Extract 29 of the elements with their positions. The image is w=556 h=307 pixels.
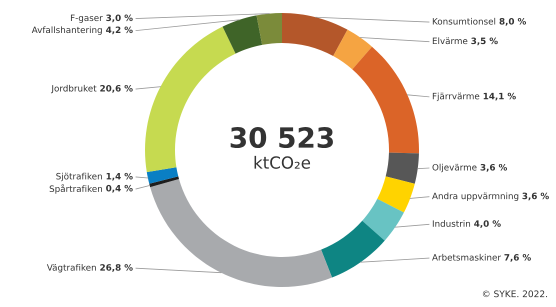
data-label: 7,6 % bbox=[504, 254, 531, 262]
text: © SYKE. 2022. bbox=[482, 290, 548, 298]
data-label: 26,8 % bbox=[100, 264, 133, 272]
slice-label: Sjötrafiken bbox=[56, 172, 102, 182]
data-label: 3,6 % bbox=[522, 192, 549, 200]
data-label: 3,6 % bbox=[480, 164, 508, 172]
slice-label: F-gaser bbox=[70, 14, 103, 23]
text: ktCO₂e bbox=[254, 156, 310, 169]
slice-label: Konsumtionsel bbox=[432, 18, 496, 25]
data-label: 3,5 % bbox=[471, 38, 498, 46]
slice-label: Vägtrafiken bbox=[46, 264, 96, 272]
data-label: 14,1 % bbox=[484, 92, 516, 100]
slice-label: Avfallshantering bbox=[32, 26, 102, 35]
data-label: 4,2 % bbox=[106, 26, 133, 34]
data-label: 20,6 % bbox=[100, 84, 133, 93]
slice-label: Arbetsmaskiner bbox=[432, 254, 501, 261]
data-label: 8,0 % bbox=[500, 18, 526, 26]
slice-label: Fjärrvärme bbox=[432, 92, 480, 102]
slice-label: Jordbruket bbox=[50, 84, 96, 94]
slice-label: Spårtrafiken bbox=[50, 184, 102, 194]
slice-label: Oljevärme bbox=[432, 164, 477, 172]
data-label: 4,0 % bbox=[474, 220, 501, 228]
text: 30 523 bbox=[230, 127, 333, 148]
slice-label: Elvärme bbox=[432, 37, 468, 44]
data-label: 3,0 % bbox=[106, 14, 133, 22]
data-label: 0,4 % bbox=[106, 184, 133, 193]
data-label: 1,4 % bbox=[106, 172, 133, 181]
slice-label: Industrin bbox=[432, 220, 470, 227]
slice-label: Andra uppvärmning bbox=[432, 192, 518, 201]
